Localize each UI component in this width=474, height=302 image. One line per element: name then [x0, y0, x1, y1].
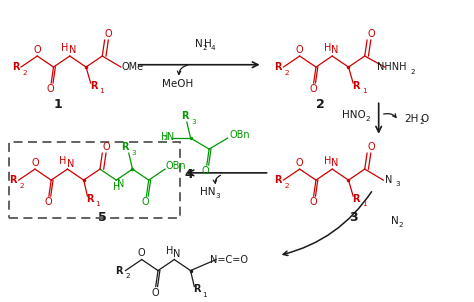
Text: N: N [331, 158, 339, 168]
Text: N: N [391, 216, 399, 226]
Text: OMe: OMe [121, 62, 144, 72]
Text: O: O [31, 158, 39, 168]
Text: 1: 1 [362, 201, 366, 207]
Text: O: O [47, 84, 55, 94]
Text: NHNH: NHNH [377, 62, 406, 72]
Text: H: H [59, 156, 66, 166]
Text: O: O [103, 142, 110, 152]
Text: N=C=O: N=C=O [210, 255, 248, 265]
Text: 1: 1 [95, 201, 100, 207]
Text: O: O [34, 45, 41, 55]
Text: N: N [173, 249, 181, 259]
Text: O: O [296, 158, 303, 168]
Text: O: O [296, 45, 303, 55]
Text: HNO: HNO [342, 110, 366, 120]
Text: R: R [12, 62, 19, 72]
Text: 3: 3 [349, 211, 357, 224]
Text: 4: 4 [211, 45, 216, 51]
Text: 1: 1 [362, 88, 366, 94]
Text: ₂N: ₂N [164, 132, 175, 142]
Text: O: O [367, 142, 375, 152]
Text: H: H [204, 40, 211, 50]
Text: 1: 1 [202, 292, 207, 298]
Text: R: R [274, 175, 282, 185]
Text: R: R [274, 62, 282, 72]
Text: N: N [69, 45, 76, 55]
Text: R: R [86, 194, 94, 204]
Text: 2: 2 [410, 69, 415, 75]
Text: H: H [324, 156, 331, 166]
Text: H: H [324, 43, 331, 53]
Text: 3: 3 [215, 193, 220, 199]
Text: N: N [331, 45, 339, 55]
Text: O: O [105, 29, 113, 39]
Text: 2: 2 [316, 98, 325, 111]
Text: R: R [9, 175, 17, 185]
Text: O: O [138, 248, 146, 258]
Text: N: N [117, 179, 125, 189]
Text: HN: HN [201, 187, 216, 197]
Text: R: R [90, 81, 97, 91]
Text: 2: 2 [19, 183, 24, 189]
Text: O: O [141, 197, 149, 207]
Text: R: R [352, 81, 360, 91]
Text: 3: 3 [131, 149, 136, 156]
Text: 1: 1 [54, 98, 63, 111]
Text: O: O [310, 198, 317, 207]
Text: 2: 2 [202, 45, 207, 51]
Text: N: N [195, 40, 203, 50]
Text: N: N [66, 159, 74, 169]
Text: 3: 3 [191, 119, 196, 124]
Text: H: H [166, 246, 173, 256]
Text: 4: 4 [185, 168, 193, 181]
Text: 2H: 2H [404, 114, 419, 124]
Text: 2: 2 [285, 70, 290, 76]
Text: O: O [201, 166, 209, 176]
Text: R: R [121, 142, 129, 152]
Text: H: H [112, 182, 120, 192]
Text: N: N [385, 175, 392, 185]
Text: 3: 3 [395, 181, 400, 187]
Text: R: R [181, 111, 189, 121]
Text: O: O [367, 29, 375, 39]
Text: R: R [352, 194, 360, 204]
Text: O: O [420, 114, 429, 124]
Text: O: O [310, 84, 317, 94]
Text: R: R [193, 284, 201, 294]
Text: OBn: OBn [166, 161, 186, 171]
Text: 2: 2 [419, 119, 424, 125]
Text: MeOH: MeOH [162, 79, 193, 89]
Text: 2: 2 [399, 222, 403, 228]
Text: 2: 2 [22, 70, 27, 76]
Text: 2: 2 [125, 273, 130, 279]
Text: 1: 1 [100, 88, 104, 94]
Text: H: H [62, 43, 69, 53]
Text: OBn: OBn [229, 130, 250, 140]
Text: 2: 2 [365, 116, 370, 122]
Text: H: H [161, 132, 169, 142]
Text: O: O [151, 288, 159, 298]
Text: O: O [45, 198, 52, 207]
Text: 2: 2 [285, 183, 290, 189]
Text: R: R [115, 265, 123, 275]
Text: 5: 5 [98, 211, 107, 224]
